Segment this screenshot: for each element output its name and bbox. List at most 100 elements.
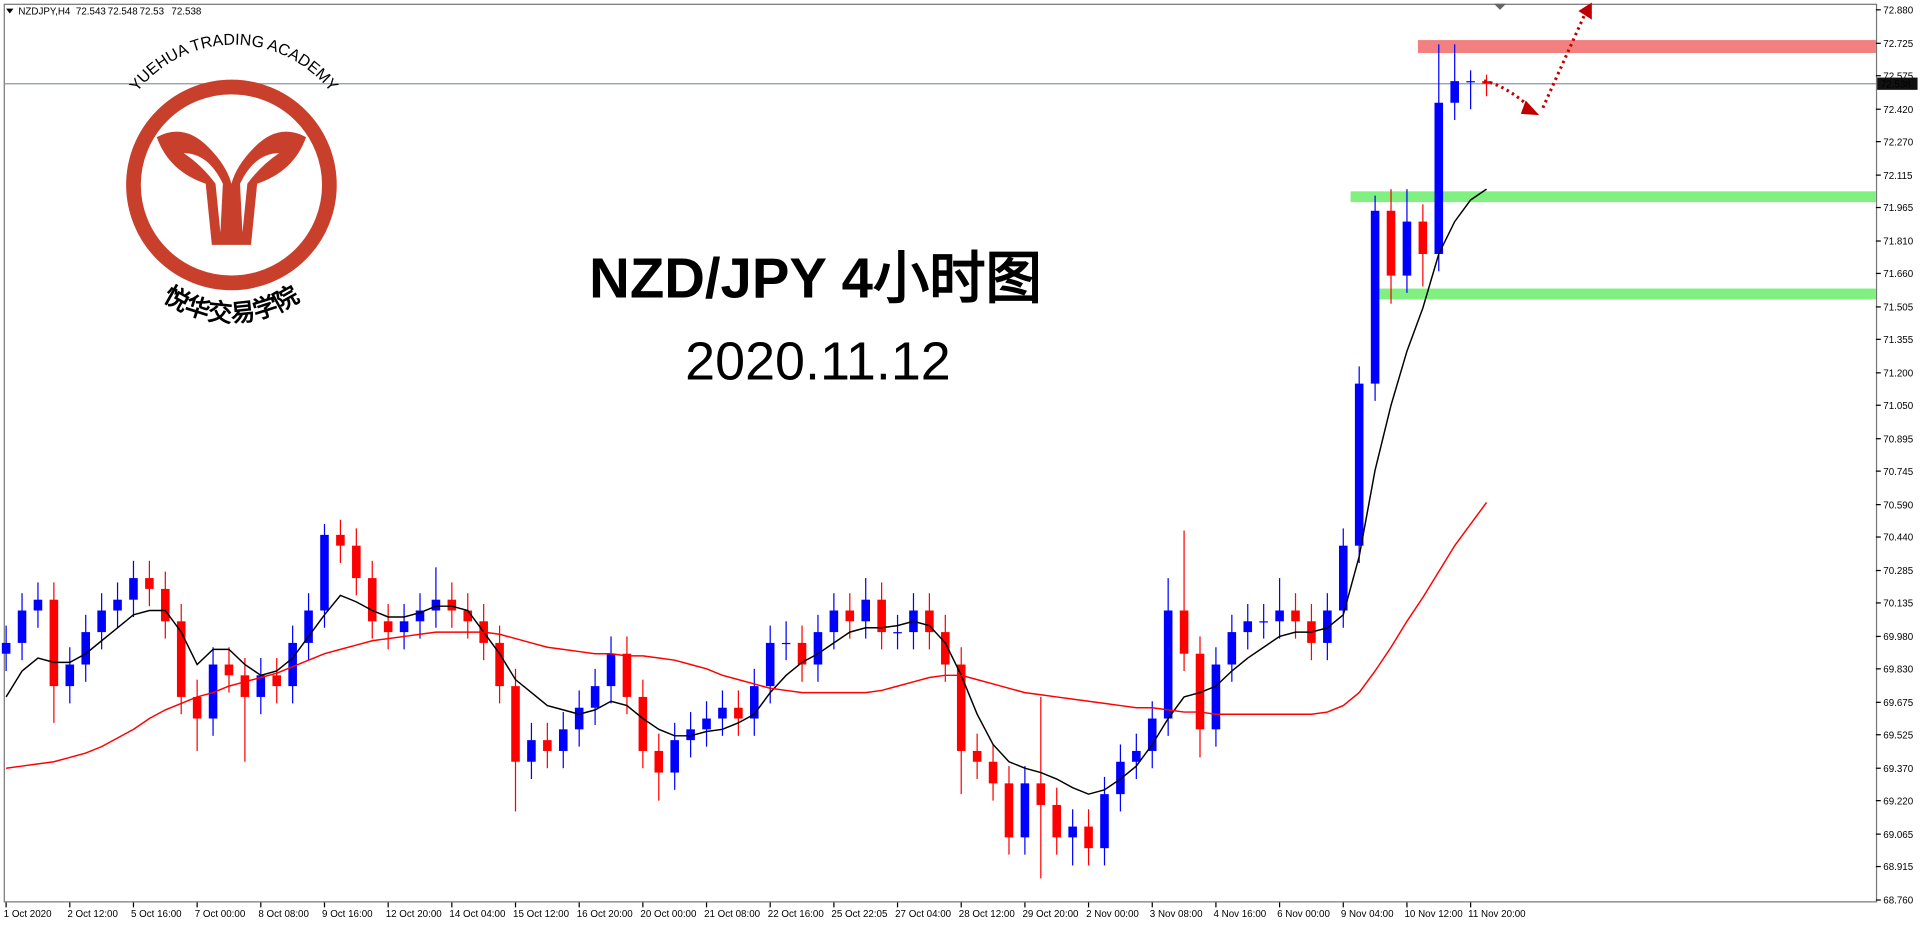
y-tick-label: 71.505 — [1883, 303, 1913, 314]
x-tick-label: 10 Nov 12:00 — [1404, 909, 1463, 920]
candle-body — [956, 664, 966, 751]
candle-body — [161, 588, 170, 622]
x-tick-label: 25 Oct 22:05 — [831, 909, 888, 920]
candle-body — [320, 534, 329, 611]
x-tick-label: 8 Oct 08:00 — [258, 909, 309, 920]
candle-body — [145, 578, 154, 589]
candle-body — [845, 610, 855, 622]
candle-body — [208, 664, 218, 719]
candle-body — [558, 729, 568, 751]
candle-body — [750, 686, 759, 719]
candle-body — [383, 621, 393, 633]
current-price-label: 72.538 — [1881, 79, 1911, 90]
candle-body — [97, 610, 106, 633]
candle-body — [1323, 610, 1332, 643]
candle-body — [972, 750, 982, 762]
candle-body — [463, 610, 473, 622]
candle-body — [686, 729, 695, 741]
candle-body — [1338, 545, 1348, 611]
x-tick-label: 29 Oct 20:00 — [1022, 909, 1079, 920]
price-zone — [1350, 191, 1876, 203]
candle-body — [1068, 826, 1077, 838]
candle-body — [765, 642, 775, 687]
candle-body — [893, 632, 902, 634]
candle-body — [415, 610, 425, 622]
candle-body — [861, 599, 870, 622]
candle-body — [1052, 804, 1062, 838]
y-tick-label: 70.745 — [1883, 467, 1913, 478]
candle-body — [49, 599, 59, 687]
candle-body — [240, 675, 250, 697]
candle-body — [702, 718, 711, 730]
y-tick-label: 68.760 — [1883, 896, 1913, 907]
y-tick-label: 71.050 — [1883, 401, 1913, 412]
arrow-heads — [1520, 2, 1592, 116]
x-tick-label: 2 Nov 00:00 — [1086, 909, 1139, 920]
candle-body — [574, 707, 584, 730]
x-tick-label: 28 Oct 12:00 — [959, 909, 1016, 920]
candle-body — [543, 740, 552, 751]
y-tick-label: 71.355 — [1883, 335, 1913, 346]
x-tick-label: 2 Oct 12:00 — [67, 909, 118, 920]
candle-body — [288, 642, 297, 687]
candle-body — [813, 632, 823, 665]
candle-body — [1434, 102, 1444, 254]
candle-body — [527, 740, 536, 762]
candle-body — [718, 707, 727, 719]
candle-body — [1116, 761, 1125, 795]
y-tick-label: 69.065 — [1883, 830, 1913, 841]
x-tick-label: 15 Oct 12:00 — [513, 909, 570, 920]
candle-body — [17, 610, 27, 643]
x-tick-label: 12 Oct 20:00 — [386, 909, 443, 920]
x-tick-label: 11 Nov 20:00 — [1468, 909, 1526, 920]
candle-body — [941, 632, 950, 665]
x-tick-label: 9 Oct 16:00 — [322, 909, 373, 920]
candle-body — [1211, 664, 1221, 730]
candle-body — [336, 534, 345, 546]
candle-body — [654, 750, 664, 773]
y-tick-label: 69.980 — [1883, 632, 1913, 643]
candle-body — [1450, 81, 1459, 103]
candle-body — [1243, 621, 1253, 633]
candle-body — [1354, 383, 1364, 546]
y-tick-label: 68.915 — [1883, 862, 1913, 873]
x-tick-label: 9 Nov 04:00 — [1341, 909, 1394, 920]
chart-title: NZD/JPY 4小时图 — [589, 247, 1042, 310]
moving-average — [6, 502, 1488, 769]
candle-body — [1132, 750, 1141, 762]
candle-body — [1163, 610, 1173, 719]
y-tick-label: 71.810 — [1883, 237, 1913, 248]
candle-body — [1482, 81, 1491, 84]
logo-mark-detail — [183, 153, 280, 233]
candle-body — [1275, 610, 1284, 622]
y-tick-label: 71.965 — [1883, 203, 1913, 214]
candle-body — [877, 599, 886, 633]
price-zone — [1417, 40, 1876, 54]
y-tick-label: 72.115 — [1883, 171, 1913, 182]
header-icon — [6, 8, 14, 14]
x-tick-label: 20 Oct 00:00 — [640, 909, 697, 920]
y-tick-label: 69.830 — [1883, 665, 1913, 676]
y-tick-label: 72.575 — [1883, 71, 1913, 82]
candle-body — [367, 578, 377, 622]
candle-body — [192, 696, 202, 719]
candle-body — [1084, 826, 1093, 849]
candle-body — [797, 642, 807, 665]
candle-body — [431, 599, 441, 611]
candle-body — [1100, 794, 1109, 849]
plot: 72.880 72.725 72.575 72.420 72.270 72.115 71.9… — [1, 6, 1918, 920]
y-tick-label: 69.220 — [1883, 796, 1913, 807]
candle-body — [113, 599, 122, 611]
y-tick-label: 69.675 — [1883, 698, 1913, 709]
candle-body — [1, 642, 11, 654]
y-tick-label: 69.370 — [1883, 764, 1913, 775]
candle-body — [1466, 81, 1475, 83]
symbol: NZDJPY,H4 — [18, 7, 71, 18]
logo-ring — [126, 79, 337, 291]
candle-body — [1402, 221, 1412, 276]
y-tick-label: 70.285 — [1883, 566, 1913, 577]
x-tick-label: 5 Oct 16:00 — [131, 909, 182, 920]
candle-body — [65, 664, 75, 687]
scroll-marker — [1493, 3, 1507, 10]
